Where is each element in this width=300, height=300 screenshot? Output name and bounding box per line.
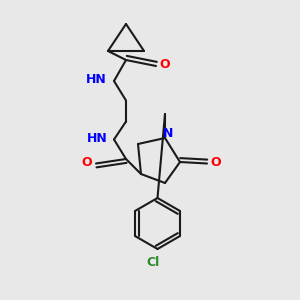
Text: O: O xyxy=(211,155,221,169)
Text: O: O xyxy=(159,58,169,71)
Text: O: O xyxy=(81,155,92,169)
Text: HN: HN xyxy=(86,73,106,86)
Text: Cl: Cl xyxy=(146,256,160,269)
Text: HN: HN xyxy=(87,131,108,145)
Text: N: N xyxy=(163,127,173,140)
